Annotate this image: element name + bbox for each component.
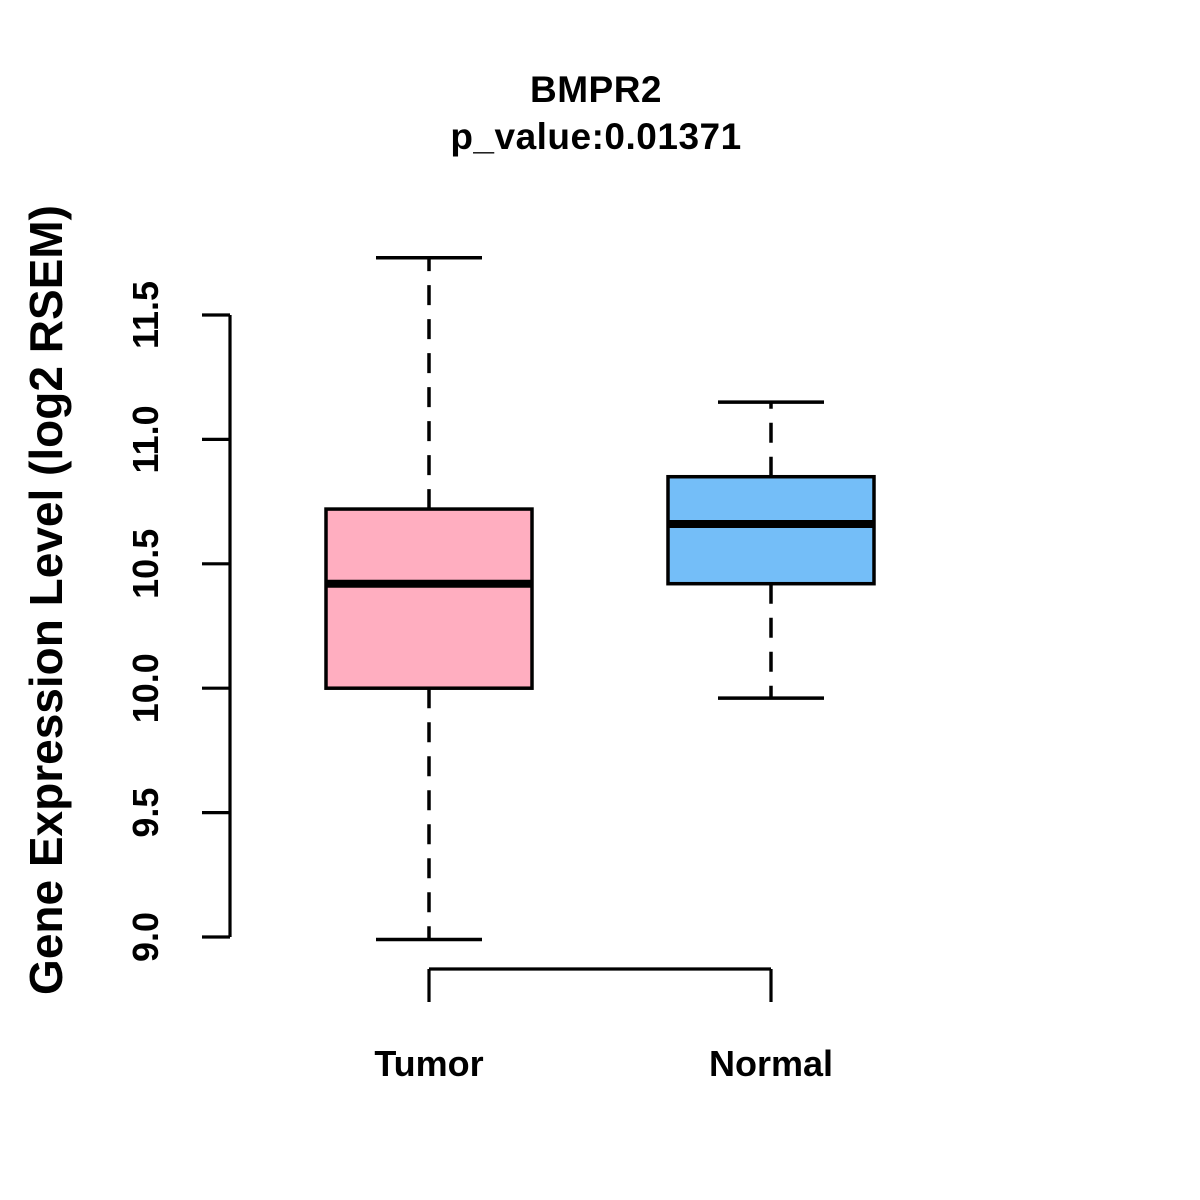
x-category-label-tumor: Tumor <box>374 1043 483 1084</box>
x-category-label-normal: Normal <box>709 1043 833 1084</box>
normal-box <box>666 474 876 586</box>
y-axis-tick-label: 10.5 <box>125 529 166 599</box>
y-axis-tick-label: 9.5 <box>125 788 166 838</box>
y-axis-tick-label: 11.5 <box>125 281 166 349</box>
chart-subtitle-pvalue: p_value:0.01371 <box>450 116 742 157</box>
y-axis-tick-label: 10.0 <box>125 653 166 723</box>
tumor-box <box>324 507 534 690</box>
y-axis-tick-label: 9.0 <box>125 912 166 962</box>
chart-title: BMPR2 <box>529 69 663 110</box>
y-axis-tick-label: 11.0 <box>125 405 166 473</box>
